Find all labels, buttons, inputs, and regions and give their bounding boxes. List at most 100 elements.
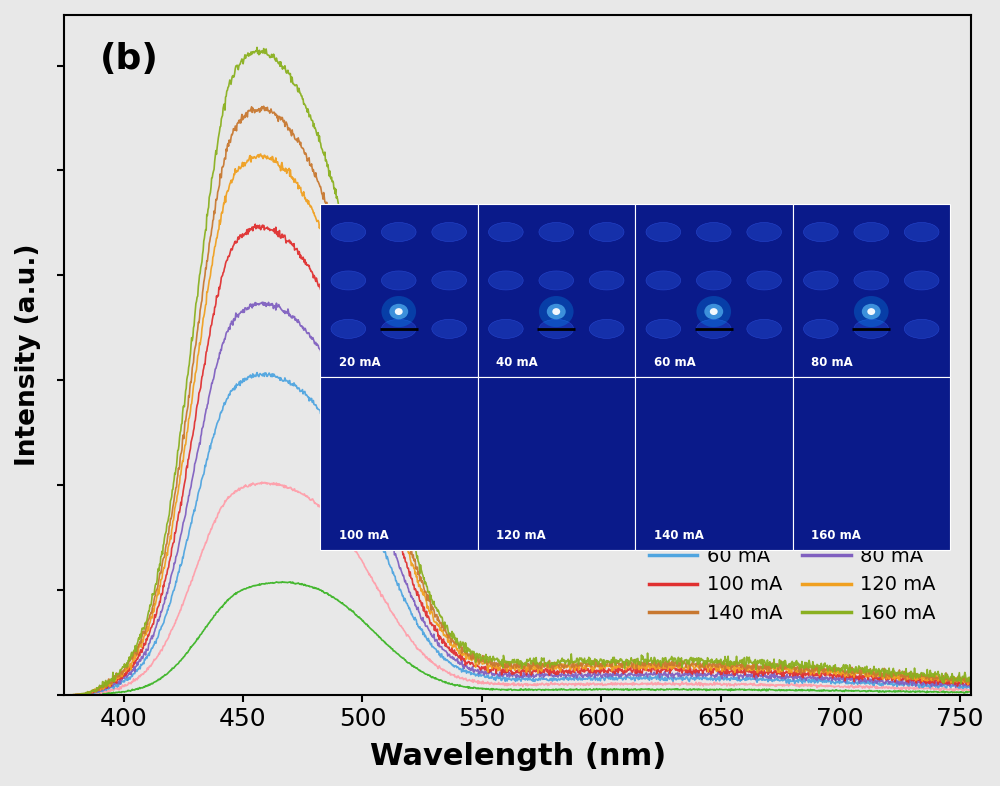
Text: 60 mA: 60 mA [654,355,696,369]
Circle shape [854,319,889,338]
Ellipse shape [867,481,875,488]
Circle shape [539,492,574,511]
Bar [635,204,792,377]
Ellipse shape [854,296,889,327]
Circle shape [854,444,889,463]
Circle shape [747,395,781,414]
Circle shape [381,492,416,511]
Circle shape [489,319,523,338]
Circle shape [747,492,781,511]
Circle shape [331,271,366,290]
Circle shape [854,271,889,290]
Circle shape [646,319,681,338]
Circle shape [696,492,731,511]
Text: 120 mA: 120 mA [496,528,546,542]
Bar [320,377,478,550]
Bar [478,204,635,377]
Ellipse shape [696,296,731,327]
Circle shape [432,271,466,290]
Circle shape [646,271,681,290]
Circle shape [489,395,523,414]
Circle shape [432,222,466,241]
Circle shape [696,222,731,241]
Text: 160 mA: 160 mA [811,528,861,542]
Circle shape [432,319,466,338]
Bar [635,377,792,550]
Circle shape [804,395,838,414]
Circle shape [489,271,523,290]
Circle shape [904,319,939,338]
Circle shape [589,319,624,338]
Circle shape [804,444,838,463]
Circle shape [904,492,939,511]
Circle shape [539,395,574,414]
Text: 80 mA: 80 mA [811,355,853,369]
Circle shape [904,271,939,290]
Circle shape [696,271,731,290]
Ellipse shape [552,481,560,488]
Circle shape [696,444,731,463]
Ellipse shape [862,303,881,319]
Ellipse shape [704,476,723,492]
X-axis label: Wavelength (nm): Wavelength (nm) [370,742,666,771]
Circle shape [331,492,366,511]
Circle shape [646,444,681,463]
Circle shape [539,319,574,338]
Circle shape [904,395,939,414]
Circle shape [331,222,366,241]
Circle shape [904,444,939,463]
Text: (b): (b) [100,42,159,76]
Y-axis label: Intensity (a.u.): Intensity (a.u.) [15,244,41,466]
Circle shape [381,319,416,338]
Ellipse shape [381,469,416,500]
Circle shape [804,271,838,290]
Ellipse shape [547,476,566,492]
Circle shape [381,222,416,241]
Text: 100 mA: 100 mA [339,528,389,542]
Circle shape [804,492,838,511]
Circle shape [381,271,416,290]
Circle shape [331,395,366,414]
Circle shape [589,492,624,511]
Circle shape [646,395,681,414]
Bar [792,204,950,377]
Circle shape [747,222,781,241]
Circle shape [432,492,466,511]
Circle shape [489,444,523,463]
Circle shape [696,395,731,414]
Circle shape [589,444,624,463]
Ellipse shape [395,481,403,488]
Circle shape [381,395,416,414]
Circle shape [489,492,523,511]
Ellipse shape [389,303,408,319]
Circle shape [539,444,574,463]
Circle shape [589,222,624,241]
Circle shape [539,271,574,290]
Text: 140 mA: 140 mA [654,528,704,542]
Ellipse shape [547,303,566,319]
Circle shape [331,444,366,463]
Ellipse shape [389,476,408,492]
Circle shape [432,444,466,463]
Ellipse shape [704,303,723,319]
Ellipse shape [552,308,560,315]
Ellipse shape [539,296,574,327]
Ellipse shape [696,469,731,500]
Ellipse shape [854,469,889,500]
Circle shape [539,222,574,241]
Ellipse shape [395,308,403,315]
Ellipse shape [867,308,875,315]
Bar [320,204,478,377]
Circle shape [589,271,624,290]
Circle shape [854,395,889,414]
Ellipse shape [539,469,574,500]
Ellipse shape [710,481,718,488]
Circle shape [854,222,889,241]
Ellipse shape [381,296,416,327]
Bar [792,377,950,550]
Ellipse shape [710,308,718,315]
Circle shape [747,444,781,463]
Circle shape [646,222,681,241]
Circle shape [854,492,889,511]
Text: 20 mA: 20 mA [339,355,381,369]
